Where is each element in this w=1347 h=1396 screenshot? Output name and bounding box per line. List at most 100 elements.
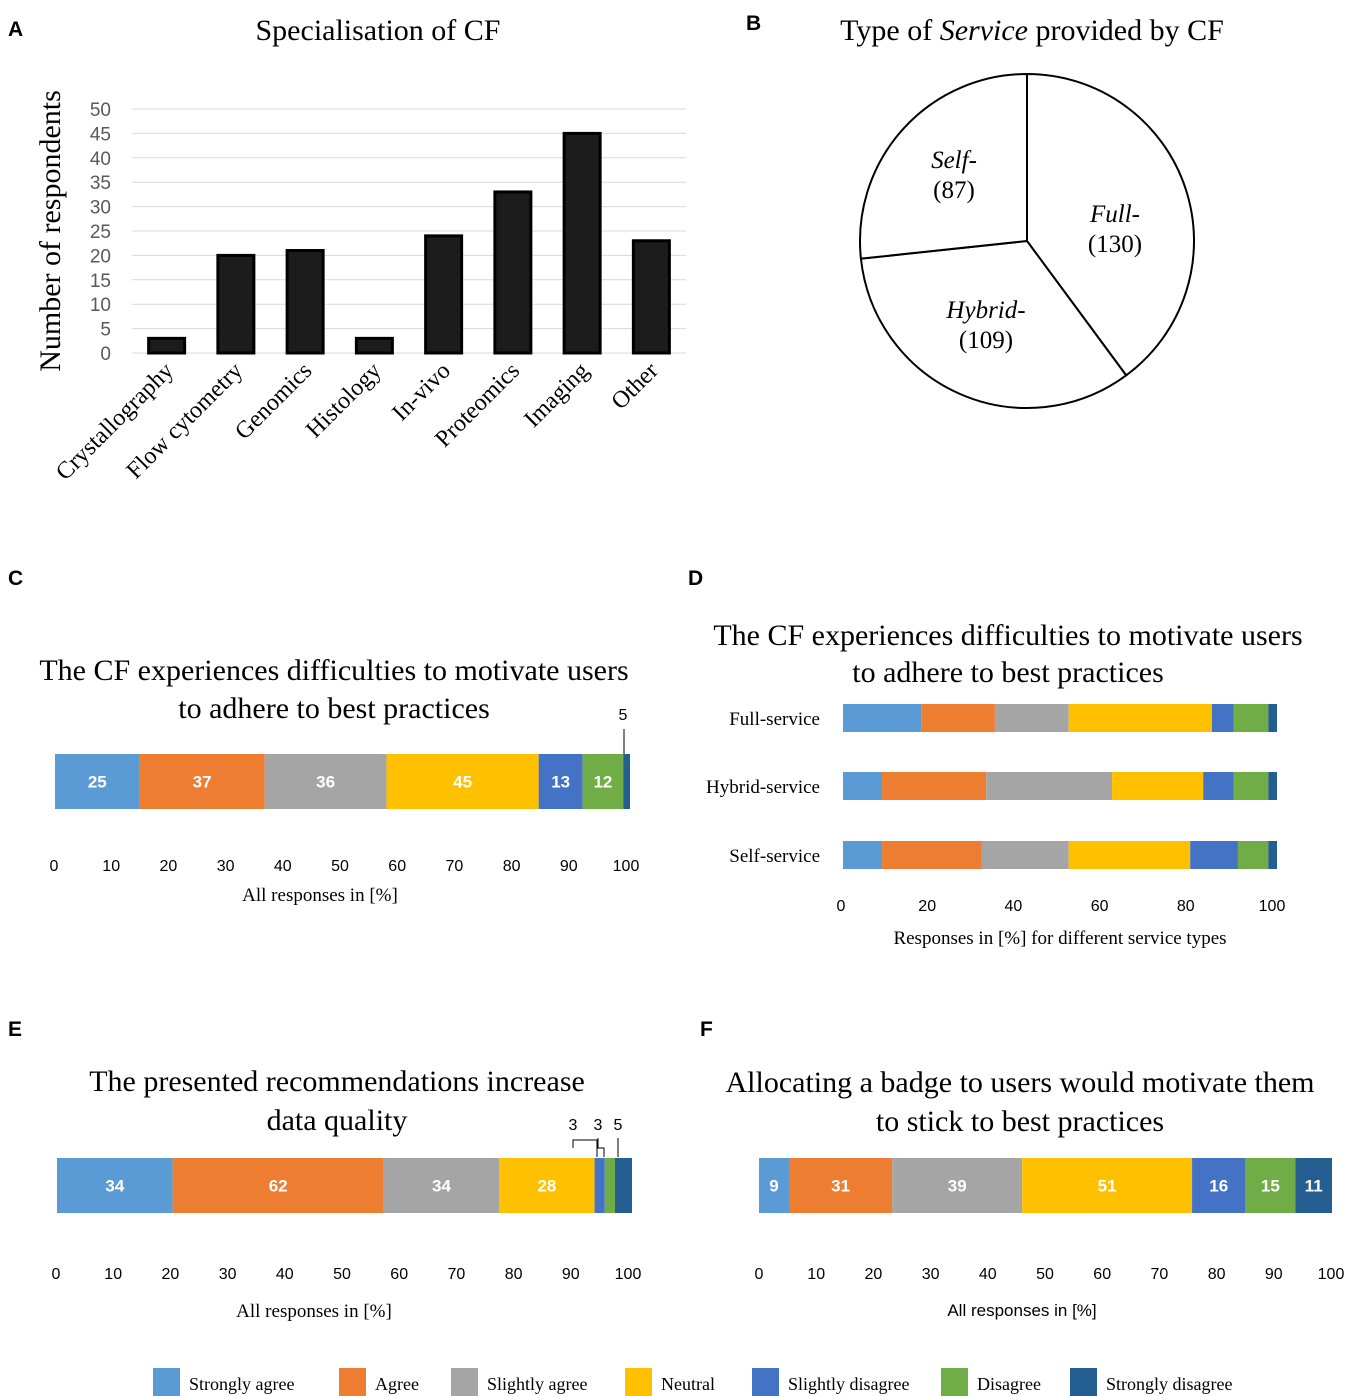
segment-strongly-disagree bbox=[614, 1158, 632, 1213]
pie-slice-count: (87) bbox=[933, 177, 975, 204]
segment-value-label: 51 bbox=[1098, 1177, 1117, 1196]
pie-slice bbox=[859, 72, 1028, 260]
x-tick-label-a: In-vivo bbox=[388, 358, 456, 426]
bar-proteomics bbox=[493, 190, 533, 355]
segment-value-label: 37 bbox=[193, 773, 212, 792]
pie-slice-count: (109) bbox=[959, 327, 1013, 354]
bars-a bbox=[147, 131, 671, 355]
row-label-d: Self-service bbox=[729, 846, 820, 867]
chart-title-c-line2: to adhere to best practices bbox=[178, 692, 490, 725]
segment-neutral bbox=[1068, 704, 1212, 732]
chart-title-c-line1: The CF experiences difficulties to motiv… bbox=[39, 654, 628, 687]
panel-letter-b: B bbox=[746, 12, 761, 35]
legend-swatch-strongly-agree bbox=[153, 1368, 180, 1396]
legend-swatch-agree bbox=[339, 1368, 366, 1396]
segment-value-label: 12 bbox=[593, 773, 612, 792]
y-tick-label-a: 20 bbox=[90, 246, 111, 267]
bar-in-vivo bbox=[424, 234, 464, 355]
segment-value-label: 28 bbox=[537, 1177, 556, 1196]
chart-title-f-line2: to stick to best practices bbox=[876, 1105, 1164, 1138]
x-tick-labels-c: 0 10 20 30 40 50 60 70 80 90 100 bbox=[50, 858, 640, 875]
pie-slice-count: (130) bbox=[1088, 231, 1142, 258]
legend-label: Agree bbox=[375, 1374, 419, 1394]
segment-agree bbox=[172, 1158, 384, 1213]
panel-letter-a: A bbox=[8, 18, 23, 41]
segment-slightly-agree bbox=[264, 754, 387, 809]
x-tick-label: 60 bbox=[1093, 1266, 1111, 1283]
x-tick-label: 100 bbox=[1318, 1266, 1345, 1283]
segment-neutral bbox=[1068, 841, 1191, 869]
legend-swatch-slightly-disagree bbox=[752, 1368, 779, 1396]
segment-slightly-agree bbox=[994, 704, 1069, 732]
legend-swatch-disagree bbox=[941, 1368, 968, 1396]
segment-disagree bbox=[1233, 772, 1269, 800]
panel-d: D The CF experiences difficulties to mot… bbox=[688, 567, 1303, 949]
gridlines-a bbox=[132, 108, 686, 354]
bar-flow-cytometry bbox=[216, 253, 256, 355]
segment-value-label: 34 bbox=[432, 1177, 451, 1196]
segment-value-label: 31 bbox=[831, 1177, 850, 1196]
segment-strongly-agree bbox=[759, 1158, 789, 1213]
y-tick-label-a: 45 bbox=[90, 124, 111, 145]
panel-b: B Type of Service provided by CF Full- (1… bbox=[746, 12, 1224, 410]
x-tick-label: 30 bbox=[922, 1266, 940, 1283]
x-tick-label: 80 bbox=[1177, 898, 1195, 915]
x-tick-label: 70 bbox=[448, 1266, 466, 1283]
segment-strongly-agree bbox=[843, 841, 883, 869]
stacked-bar-c: 25 37 36 45 13 12 bbox=[55, 754, 630, 809]
bar-imaging bbox=[562, 131, 602, 355]
legend-label: Slightly disagree bbox=[788, 1374, 909, 1394]
x-tick-label: 30 bbox=[217, 858, 235, 875]
segment-strongly-disagree bbox=[1295, 1158, 1332, 1213]
chart-title-b: Type of Service provided by CF bbox=[840, 14, 1224, 47]
segment-slightly-disagree bbox=[1203, 772, 1234, 800]
segment-slightly-agree bbox=[981, 841, 1069, 869]
chart-title-a: Specialisation of CF bbox=[256, 14, 501, 47]
x-tick-label: 100 bbox=[1259, 898, 1286, 915]
panel-f: F Allocating a badge to users would moti… bbox=[700, 1018, 1344, 1320]
segment-agree bbox=[139, 754, 265, 809]
x-tick-label: 50 bbox=[331, 858, 349, 875]
pie-slice bbox=[859, 239, 1128, 410]
x-tick-label: 10 bbox=[102, 858, 120, 875]
x-tick-label-a: Other bbox=[607, 358, 664, 415]
segment-disagree bbox=[604, 1158, 615, 1213]
segment-neutral bbox=[386, 754, 539, 809]
x-tick-label: 40 bbox=[276, 1266, 294, 1283]
legend-label: Slightly agree bbox=[487, 1374, 587, 1394]
x-tick-label: 50 bbox=[333, 1266, 351, 1283]
chart-title-b-em: Service bbox=[940, 14, 1028, 47]
callout-label-e-1: 3 bbox=[569, 1117, 578, 1134]
panel-e: E The presented recommendations increase… bbox=[8, 1018, 641, 1322]
pie-slice-label: Hybrid- bbox=[945, 297, 1025, 324]
x-tick-label: 60 bbox=[390, 1266, 408, 1283]
segment-strongly-agree bbox=[843, 704, 922, 732]
x-tick-label: 80 bbox=[503, 858, 521, 875]
panel-letter-f: F bbox=[700, 1018, 713, 1041]
x-tick-label: 40 bbox=[979, 1266, 997, 1283]
legend-swatch-strongly-disagree bbox=[1070, 1368, 1097, 1396]
legend: Strongly agree Agree Slightly agree Neutral… bbox=[153, 1368, 1232, 1396]
x-tick-label: 30 bbox=[219, 1266, 237, 1283]
x-tick-label: 40 bbox=[274, 858, 292, 875]
y-tick-label-a: 25 bbox=[90, 222, 111, 243]
x-tick-label: 80 bbox=[505, 1266, 523, 1283]
x-tick-label: 40 bbox=[1005, 898, 1023, 915]
x-tick-label-a: Crystallography bbox=[51, 358, 179, 486]
y-tick-label-a: 5 bbox=[100, 320, 111, 341]
chart-title-b-pre: Type of bbox=[840, 14, 940, 47]
segment-value-label: 16 bbox=[1209, 1177, 1228, 1196]
x-tick-label: 70 bbox=[446, 858, 464, 875]
y-tick-label-a: 30 bbox=[90, 198, 111, 219]
panel-c: C The CF experiences difficulties to mot… bbox=[8, 567, 639, 906]
y-tick-label-a: 40 bbox=[90, 149, 111, 170]
legend-label: Strongly agree bbox=[189, 1374, 294, 1394]
x-axis-label-e: All responses in [%] bbox=[236, 1301, 392, 1322]
chart-title-d-line1: The CF experiences difficulties to motiv… bbox=[713, 619, 1302, 652]
legend-label: Disagree bbox=[977, 1374, 1041, 1394]
legend-swatch-neutral bbox=[625, 1368, 652, 1396]
segment-slightly-disagree bbox=[1192, 1158, 1246, 1213]
legend-label: Strongly disagree bbox=[1106, 1374, 1232, 1394]
pie-slice bbox=[1026, 72, 1195, 377]
